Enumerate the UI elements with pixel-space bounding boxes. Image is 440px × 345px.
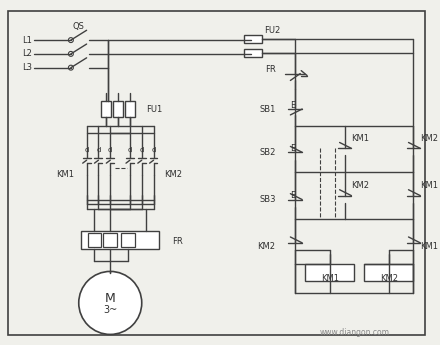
Text: KM1: KM1	[420, 181, 438, 190]
Text: KM2: KM2	[352, 181, 370, 190]
Text: 3~: 3~	[103, 305, 117, 315]
Text: KM2: KM2	[257, 242, 275, 251]
Text: M: M	[105, 292, 116, 305]
Text: d: d	[139, 147, 144, 153]
Text: SB3: SB3	[259, 195, 275, 204]
Text: FR: FR	[172, 237, 183, 246]
Bar	[244, 35, 262, 43]
Text: L1: L1	[22, 36, 33, 45]
Bar	[103, 233, 117, 247]
Bar	[121, 233, 135, 247]
Bar	[113, 101, 123, 117]
Text: FU2: FU2	[264, 26, 280, 35]
Text: KM2: KM2	[165, 170, 183, 179]
Text: d: d	[84, 147, 89, 153]
Bar	[125, 101, 135, 117]
Text: KM2: KM2	[380, 274, 398, 283]
Text: SB1: SB1	[259, 105, 275, 114]
Text: KM1: KM1	[420, 242, 438, 251]
Text: www.diangon.com: www.diangon.com	[319, 328, 389, 337]
Text: SB2: SB2	[259, 148, 275, 157]
Text: QS: QS	[73, 22, 84, 31]
Text: L2: L2	[22, 49, 33, 58]
Bar	[364, 264, 414, 281]
Text: d: d	[151, 147, 156, 153]
Text: KM1: KM1	[321, 274, 339, 283]
Text: FU1: FU1	[146, 105, 162, 114]
Bar	[101, 101, 111, 117]
Bar	[81, 231, 159, 249]
Text: FR: FR	[265, 65, 275, 74]
Text: E: E	[290, 144, 295, 153]
Text: KM1: KM1	[352, 134, 370, 143]
Text: L3: L3	[22, 63, 33, 72]
Text: d: d	[108, 147, 113, 153]
Bar	[305, 264, 354, 281]
Text: d: d	[128, 147, 132, 153]
Text: KM1: KM1	[56, 170, 74, 179]
Text: E: E	[290, 191, 295, 200]
Circle shape	[79, 272, 142, 334]
Bar	[88, 233, 101, 247]
Text: d: d	[96, 147, 101, 153]
Text: KM2: KM2	[420, 134, 438, 143]
Text: E: E	[290, 101, 295, 110]
Bar	[244, 49, 262, 57]
